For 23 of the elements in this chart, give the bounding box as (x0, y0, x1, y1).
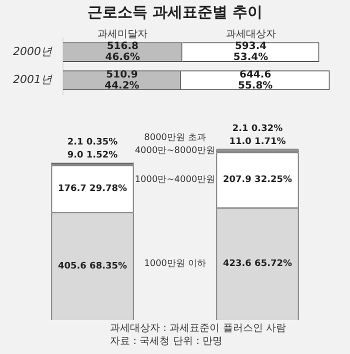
data-label: 11.0 1.71% (229, 137, 286, 148)
y-tick-label: 2000년 (12, 44, 53, 58)
text: 과세대상자 : 과세표준이 플러스인 사람 (109, 322, 288, 335)
data-label: 9.0 1.52% (67, 150, 118, 161)
y-tick-label: 2001년 (12, 73, 53, 86)
data-label: 207.9 32.25% (222, 175, 292, 186)
text: 자료 : 국세청 단위 : 만명 (109, 335, 224, 348)
data-label: 516.8 46.6% (105, 41, 140, 64)
series-label: 1000만원 이하 (144, 259, 206, 270)
data-label: 2.1 0.35% (67, 138, 118, 148)
series-label: 4000만~8000만원 (134, 146, 216, 156)
data-label: 2.1 0.32% (232, 124, 283, 134)
chart-title: 근로소득 과세표준별 추이 (86, 2, 264, 23)
series-label: 과세미달자 (98, 28, 148, 40)
data-label: 423.6 65.72% (222, 259, 292, 270)
series-label: 1000만~4000만원 (134, 175, 216, 186)
data-label: 510.9 44.2% (104, 69, 140, 92)
data-label: 644.6 55.8% (238, 69, 273, 92)
data-label: 405.6 68.35% (58, 261, 128, 272)
data-label: 176.7 29.78% (58, 184, 128, 194)
series-label: 8000만원 초과 (144, 133, 206, 144)
data-label: 593.4 53.4% (233, 41, 268, 64)
series-label: 과세대상자 (226, 28, 276, 40)
